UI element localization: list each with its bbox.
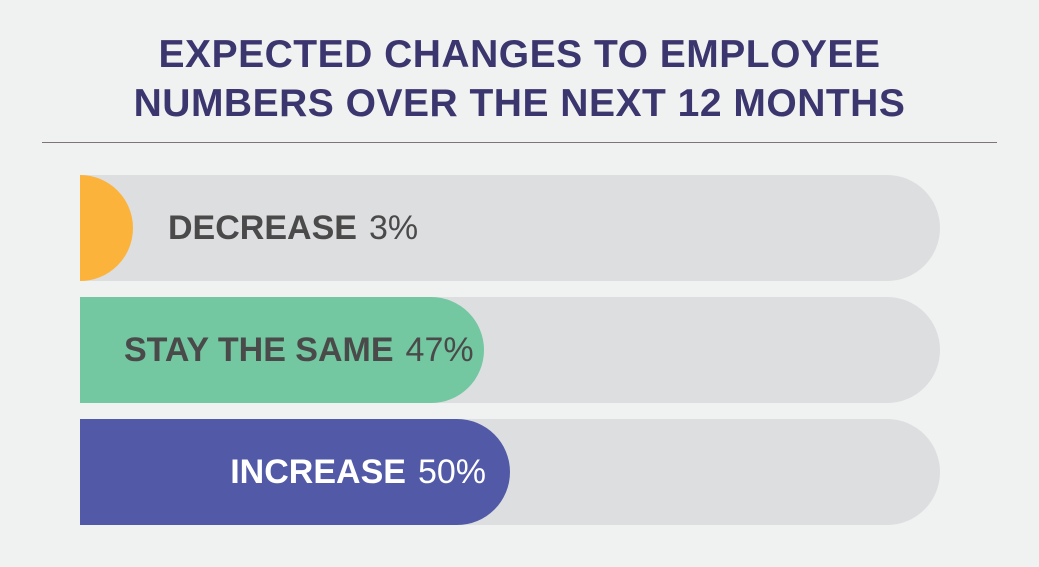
value-label: 47% xyxy=(405,331,474,369)
bar xyxy=(80,175,133,281)
value-label: 50% xyxy=(417,453,486,491)
bar-label: INCREASE 50% xyxy=(230,419,486,525)
bar-track xyxy=(80,175,940,281)
bar-label: DECREASE 3% xyxy=(168,175,418,281)
value-label: 3% xyxy=(368,209,419,247)
title-divider xyxy=(42,142,997,143)
chart-title-line-1: EXPECTED CHANGES TO EMPLOYEE xyxy=(158,33,881,76)
bar xyxy=(80,419,510,525)
chart-title-line-2: NUMBERS OVER THE NEXT 12 MONTHS xyxy=(133,82,906,125)
bar xyxy=(80,297,485,403)
bar-track xyxy=(80,297,940,403)
category-label: INCREASE xyxy=(230,453,406,491)
chart-title: EXPECTED CHANGES TO EMPLOYEE NUMBERS OVE… xyxy=(0,30,1039,128)
category-label: STAY THE SAME xyxy=(124,331,394,369)
category-label: DECREASE xyxy=(168,209,357,247)
bar-label: STAY THE SAME 47% xyxy=(124,297,474,403)
bar-track xyxy=(80,419,940,525)
